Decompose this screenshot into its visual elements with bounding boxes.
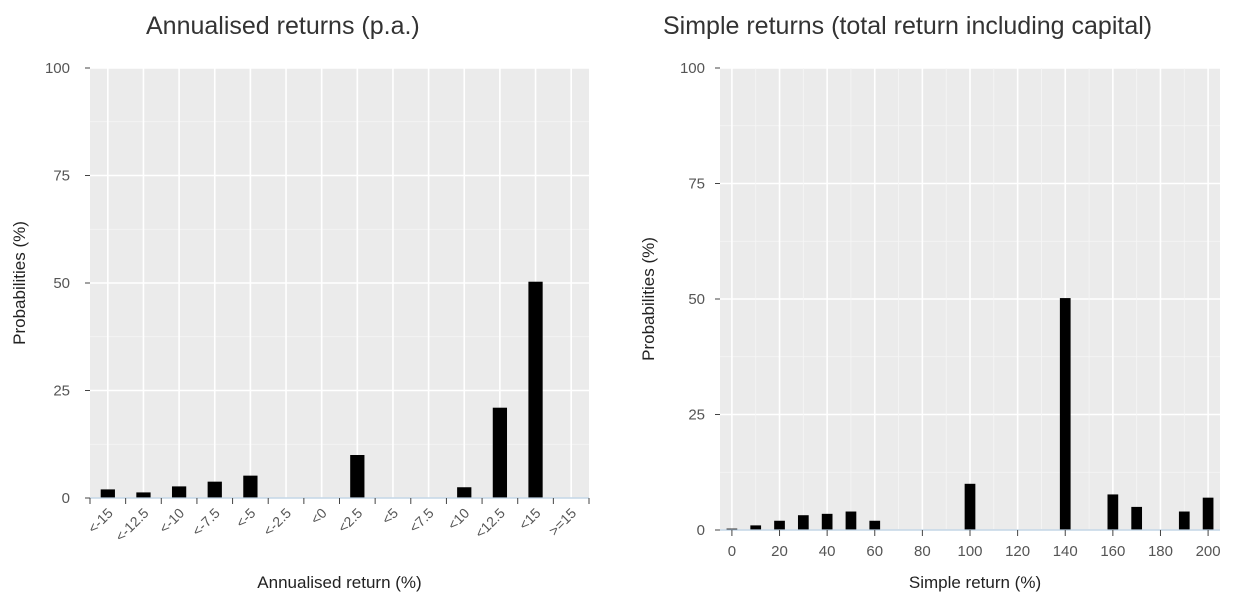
x-tick-label: 40	[819, 543, 836, 560]
y-tick-label: 0	[697, 522, 705, 539]
bars	[726, 298, 1214, 530]
grid	[720, 67, 1220, 531]
x-axis-label: Annualised return (%)	[257, 573, 421, 592]
x-tick-label: 160	[1100, 543, 1125, 560]
y-tick-label: 50	[53, 275, 70, 292]
x-tick-label: 180	[1148, 543, 1173, 560]
bar	[1178, 511, 1190, 530]
bar	[845, 511, 857, 530]
bar	[726, 528, 738, 530]
bar	[207, 481, 222, 498]
x-tick-label: <10	[444, 505, 472, 533]
bar	[457, 487, 472, 498]
y-tick-label: 25	[688, 407, 705, 424]
x-tick-label: 20	[771, 543, 788, 560]
bar	[350, 455, 365, 498]
axes: 0 25 50 75 100 0 20 40 60 80 100 120 140 160 180 200	[680, 60, 1220, 560]
x-tick-label: <7.5	[406, 505, 437, 536]
bar	[869, 520, 881, 530]
x-tick-label: 200	[1196, 543, 1220, 560]
x-tick-label: <2.5	[335, 505, 366, 536]
x-tick-label: 120	[1005, 543, 1030, 560]
x-tick-label: 140	[1053, 543, 1078, 560]
y-tick-label: 50	[688, 291, 705, 308]
x-tick-label: 100	[957, 543, 982, 560]
bar	[528, 281, 543, 498]
x-tick-label: <0	[307, 505, 330, 528]
x-tick-label: <15	[516, 505, 544, 533]
x-tick-label: <12.5	[472, 505, 509, 542]
y-tick-label: 75	[53, 168, 70, 185]
y-tick-label: 25	[53, 383, 70, 400]
x-tick-label: 80	[914, 543, 931, 560]
x-tick-label: <5	[378, 505, 401, 528]
y-tick-label: 75	[688, 176, 705, 193]
x-tick-label: <-2.5	[260, 505, 294, 539]
bar	[1131, 506, 1143, 530]
bar	[243, 475, 258, 498]
bar	[1202, 497, 1214, 530]
chart-title-simple: Simple returns (total return including c…	[663, 12, 1153, 40]
bar	[797, 515, 809, 530]
x-tick-label: 0	[728, 543, 736, 560]
bar	[821, 513, 833, 530]
y-tick-label: 100	[45, 60, 70, 77]
y-axis-label: Probabilities (%)	[10, 221, 29, 345]
x-tick-label: >=15	[545, 505, 579, 539]
x-tick-label: <-12.5	[112, 505, 152, 545]
chart-title-annualised: Annualised returns (p.a.)	[146, 12, 420, 40]
bar	[750, 525, 762, 530]
bars	[100, 281, 543, 498]
x-tick-label: <-7.5	[189, 505, 223, 539]
bar	[136, 492, 151, 498]
x-tick-label: 60	[866, 543, 883, 560]
bar	[171, 486, 187, 498]
bar	[774, 520, 785, 530]
y-tick-label: 100	[680, 60, 705, 77]
x-tick-label: <-10	[156, 505, 188, 537]
x-tick-label: <-15	[85, 505, 117, 537]
y-tick-label: 0	[62, 490, 70, 507]
x-axis-label: Simple return (%)	[909, 573, 1041, 592]
bar	[1107, 494, 1119, 530]
simple-returns-chart: 0 25 50 75 100 0 20 40 60 80 100 120 140 160 180 200 Si…	[639, 60, 1220, 592]
bar	[1059, 298, 1071, 530]
bar	[492, 407, 508, 498]
y-axis-label: Probabilities (%)	[639, 237, 658, 361]
bar	[100, 489, 115, 498]
x-tick-label: <-5	[233, 505, 259, 531]
bar	[964, 483, 976, 530]
